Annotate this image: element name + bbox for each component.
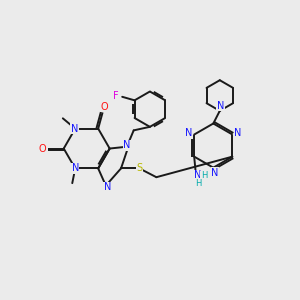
- Text: N: N: [70, 124, 78, 134]
- Text: O: O: [100, 102, 108, 112]
- Text: N: N: [103, 182, 111, 192]
- Text: N: N: [71, 164, 79, 173]
- Text: N: N: [217, 100, 224, 110]
- Text: S: S: [136, 164, 142, 173]
- Text: H: H: [195, 178, 202, 188]
- Text: N: N: [185, 128, 193, 138]
- Text: H: H: [201, 171, 207, 180]
- Text: N: N: [234, 128, 242, 138]
- Text: N: N: [123, 140, 130, 150]
- Text: O: O: [38, 143, 46, 154]
- Text: N: N: [194, 170, 202, 181]
- Text: F: F: [113, 91, 118, 101]
- Text: N: N: [211, 168, 218, 178]
